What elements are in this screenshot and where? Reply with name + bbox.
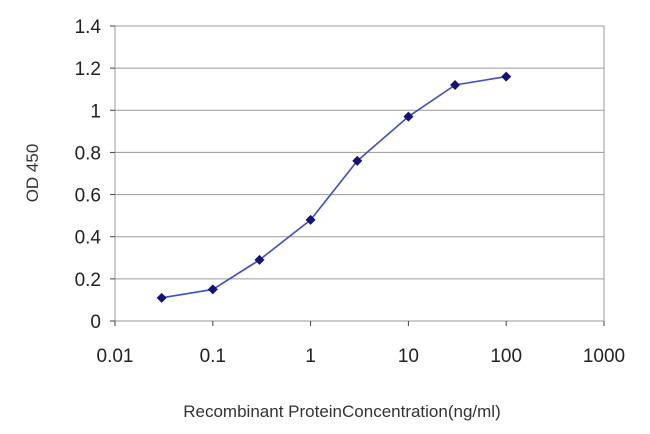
x-axis-ticks: 0.01 0.1 1 10 100 1000 [97, 321, 625, 367]
y-tick-label: 0.2 [75, 270, 101, 291]
x-tick-label: 100 [490, 346, 522, 367]
data-point [156, 292, 167, 303]
y-tick-label: 1.2 [75, 59, 101, 80]
y-tick-label: 1 [90, 101, 101, 122]
y-axis-title: OD 450 [23, 144, 42, 203]
y-tick-label: 0.6 [75, 186, 101, 207]
data-point [305, 214, 316, 225]
plot-area [114, 25, 605, 322]
y-tick-label: 0.8 [75, 143, 101, 164]
x-tick-label: 1 [305, 346, 316, 367]
data-point [450, 80, 461, 90]
series-line [161, 75, 507, 299]
x-tick-label: 1000 [583, 346, 625, 367]
data-point [254, 254, 265, 265]
y-tick-label: 1.4 [75, 17, 102, 38]
y-tick-label: 0.4 [75, 228, 102, 249]
y-axis-ticks: 0 0.2 0.4 0.6 0.8 1 1.2 1.4 [75, 17, 115, 333]
grid-lines [115, 67, 604, 280]
x-axis-title: Recombinant ProteinConcentration(ng/ml) [183, 402, 501, 421]
data-point [501, 71, 512, 82]
data-point [403, 111, 414, 122]
x-tick-label: 0.1 [200, 346, 226, 367]
data-point [352, 155, 363, 166]
data-point [207, 284, 218, 295]
series-layer [156, 71, 512, 303]
y-tick-label: 0 [90, 312, 101, 333]
x-tick-label: 10 [398, 346, 419, 367]
x-tick-label: 0.01 [97, 346, 134, 367]
